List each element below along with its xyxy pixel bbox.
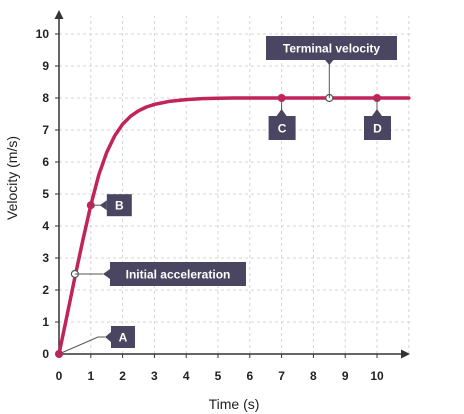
y-tick-label: 1 bbox=[42, 315, 49, 329]
label-a-label: A bbox=[119, 331, 128, 345]
x-tick-label: 1 bbox=[87, 369, 94, 383]
x-axis-arrow bbox=[401, 349, 410, 359]
y-tick-label: 7 bbox=[42, 123, 49, 137]
y-tick-label: 4 bbox=[42, 219, 49, 233]
x-tick-label: 4 bbox=[183, 369, 190, 383]
terminal-velocity-arrow bbox=[324, 59, 335, 65]
terminal-velocity-box bbox=[266, 36, 397, 60]
x-tick-label: 2 bbox=[119, 369, 126, 383]
y-tick-label: 10 bbox=[36, 27, 50, 41]
label-b-arrow bbox=[99, 200, 107, 211]
x-tick-label: 10 bbox=[370, 369, 384, 383]
label-c-arrow bbox=[276, 109, 287, 116]
label-d-arrow bbox=[372, 109, 382, 116]
label-b-label: B bbox=[115, 199, 124, 213]
callouts: A B C D Initial acceleration Terminal velocit… bbox=[58, 36, 397, 355]
terminal-velocity-label: Terminal velocity bbox=[283, 42, 380, 56]
tick-labels: 0 1 2 3 4 5 6 7 8 9 10 0 1 2 3 4 5 6 7 8 9 10 bbox=[36, 27, 384, 383]
grid bbox=[59, 16, 410, 354]
y-axis-title: Velocity (m/s) bbox=[4, 136, 20, 220]
x-tick-label: 5 bbox=[215, 369, 222, 383]
x-tick-label: 6 bbox=[246, 369, 253, 383]
label-a-box bbox=[111, 326, 135, 348]
y-tick-label: 9 bbox=[42, 59, 49, 73]
series-line bbox=[57, 96, 411, 356]
y-tick-label: 3 bbox=[42, 251, 49, 265]
label-b-box bbox=[106, 194, 132, 217]
y-tick-label: 6 bbox=[42, 155, 49, 169]
initial-acceleration-label: Initial acceleration bbox=[126, 268, 231, 282]
label-a-arrow bbox=[105, 332, 111, 342]
x-tick-label: 3 bbox=[151, 369, 158, 383]
x-tick-label: 8 bbox=[310, 369, 317, 383]
y-axis-arrow bbox=[54, 10, 64, 19]
label-a-pointer-line bbox=[58, 336, 105, 355]
axes bbox=[54, 10, 410, 359]
y-tick-label: 2 bbox=[42, 283, 49, 297]
x-tick-label: 9 bbox=[342, 369, 349, 383]
y-tick-label: 8 bbox=[42, 91, 49, 105]
label-c-label: C bbox=[278, 122, 287, 136]
label-d-label: D bbox=[373, 122, 382, 136]
x-tick-label: 7 bbox=[278, 369, 285, 383]
initial-acceleration-arrow bbox=[103, 269, 110, 279]
initial-acceleration-box bbox=[110, 262, 246, 286]
label-c-box bbox=[268, 116, 296, 140]
label-d-box bbox=[364, 116, 391, 140]
x-tick-label: 0 bbox=[56, 369, 63, 383]
x-axis-title: Time (s) bbox=[209, 396, 260, 412]
y-tick-label: 0 bbox=[42, 347, 49, 361]
y-tick-label: 5 bbox=[42, 187, 49, 201]
